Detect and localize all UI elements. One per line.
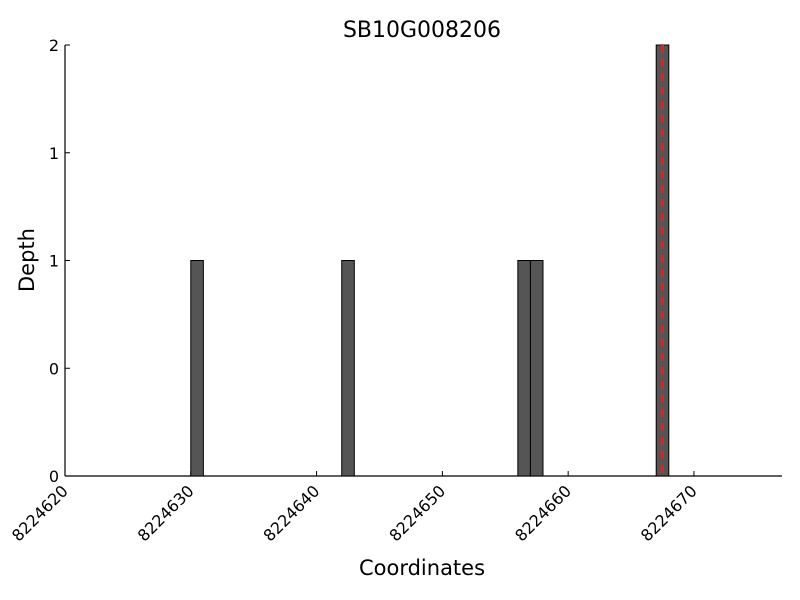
y-tick-label: 2 [49, 36, 59, 55]
bar [341, 260, 355, 477]
chart-title: SB10G008206 [343, 18, 501, 43]
y-tick-label: 0 [49, 467, 59, 486]
x-tick-label: 8224670 [637, 481, 701, 545]
y-axis-label: Depth [15, 228, 39, 292]
x-axis-label: Coordinates [359, 556, 485, 580]
y-tick-label: 1 [49, 144, 59, 163]
y-tick-label: 1 [49, 252, 59, 271]
bar [529, 260, 544, 477]
x-tick-label: 8224630 [134, 481, 198, 545]
x-tick-label: 8224620 [8, 481, 72, 545]
bar [517, 260, 531, 477]
x-tick-label: 8224660 [511, 481, 575, 545]
x-tick-label: 8224640 [260, 481, 324, 545]
y-tick-label: 0 [49, 359, 59, 378]
x-tick-label: 8224650 [385, 481, 449, 545]
bar [190, 260, 204, 477]
